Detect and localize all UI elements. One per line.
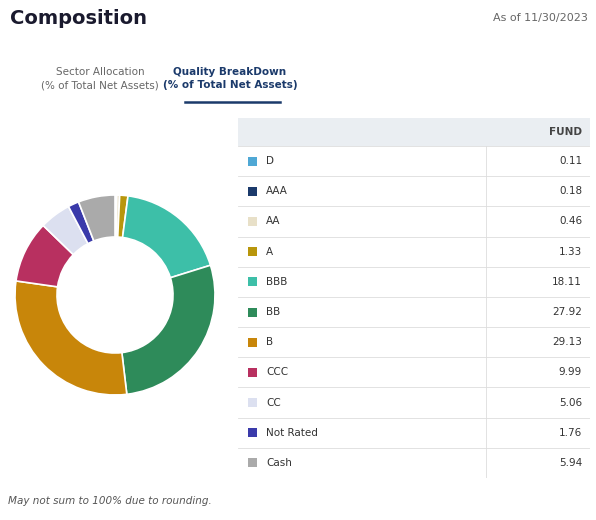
Bar <box>248 398 257 407</box>
Text: 9.99: 9.99 <box>559 367 582 378</box>
Bar <box>248 247 257 256</box>
Text: 18.11: 18.11 <box>552 277 582 287</box>
Text: 1.33: 1.33 <box>559 246 582 257</box>
Wedge shape <box>16 226 73 287</box>
Wedge shape <box>115 195 116 237</box>
Text: BB: BB <box>266 307 280 317</box>
Bar <box>248 459 257 467</box>
Text: Not Rated: Not Rated <box>266 428 318 438</box>
Bar <box>248 157 257 165</box>
Wedge shape <box>122 265 215 394</box>
Text: 5.94: 5.94 <box>559 458 582 468</box>
Bar <box>248 187 257 196</box>
Wedge shape <box>116 195 117 237</box>
Text: CCC: CCC <box>266 367 288 378</box>
Text: 29.13: 29.13 <box>552 337 582 347</box>
Wedge shape <box>116 195 120 237</box>
Text: AA: AA <box>266 216 281 226</box>
Bar <box>248 337 257 347</box>
Text: 0.18: 0.18 <box>559 186 582 196</box>
Text: 0.11: 0.11 <box>559 156 582 166</box>
Text: May not sum to 100% due to rounding.: May not sum to 100% due to rounding. <box>8 496 212 505</box>
Text: 27.92: 27.92 <box>552 307 582 317</box>
Text: Quality BreakDown: Quality BreakDown <box>173 67 287 77</box>
Bar <box>248 217 257 226</box>
Text: BBB: BBB <box>266 277 287 287</box>
Text: Composition: Composition <box>10 8 147 28</box>
Text: AAA: AAA <box>266 186 288 196</box>
Bar <box>248 428 257 437</box>
Wedge shape <box>79 195 115 241</box>
Text: Cash: Cash <box>266 458 292 468</box>
Text: 5.06: 5.06 <box>559 398 582 408</box>
Text: 1.76: 1.76 <box>559 428 582 438</box>
Text: As of 11/30/2023: As of 11/30/2023 <box>493 13 588 23</box>
Text: D: D <box>266 156 274 166</box>
Text: (% of Total Net Assets): (% of Total Net Assets) <box>163 80 297 90</box>
Wedge shape <box>43 206 88 255</box>
Wedge shape <box>123 196 210 278</box>
Text: Sector Allocation: Sector Allocation <box>55 67 144 77</box>
Text: (% of Total Net Assets): (% of Total Net Assets) <box>41 80 159 90</box>
Bar <box>248 277 257 287</box>
Text: CC: CC <box>266 398 281 408</box>
Bar <box>248 307 257 317</box>
Text: FUND: FUND <box>549 127 582 137</box>
Wedge shape <box>118 195 128 238</box>
Wedge shape <box>15 281 127 395</box>
Bar <box>238 118 590 146</box>
Text: B: B <box>266 337 273 347</box>
Text: A: A <box>266 246 273 257</box>
Wedge shape <box>69 202 94 244</box>
Bar <box>248 368 257 377</box>
Text: 0.46: 0.46 <box>559 216 582 226</box>
